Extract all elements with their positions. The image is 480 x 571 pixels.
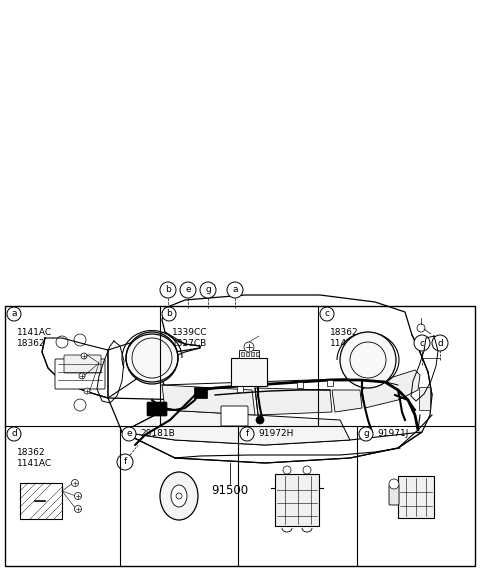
Circle shape: [414, 335, 430, 351]
Circle shape: [7, 307, 21, 321]
Bar: [237, 386, 243, 392]
Circle shape: [283, 466, 291, 474]
Text: 18362: 18362: [17, 448, 46, 457]
Circle shape: [160, 282, 176, 298]
Circle shape: [359, 427, 373, 441]
Circle shape: [84, 388, 90, 394]
FancyBboxPatch shape: [147, 402, 167, 416]
Polygon shape: [122, 410, 350, 445]
Text: 91500: 91500: [211, 484, 249, 497]
Bar: [297, 382, 303, 388]
Bar: [246, 352, 249, 356]
Text: a: a: [11, 309, 17, 319]
Circle shape: [256, 416, 264, 424]
Circle shape: [81, 353, 87, 359]
Bar: [256, 352, 259, 356]
Text: f: f: [245, 429, 249, 439]
Circle shape: [126, 332, 178, 384]
FancyBboxPatch shape: [55, 359, 105, 389]
Circle shape: [180, 282, 196, 298]
Circle shape: [74, 399, 86, 411]
Circle shape: [162, 307, 176, 321]
Circle shape: [79, 373, 85, 379]
Circle shape: [389, 479, 399, 489]
Circle shape: [240, 427, 254, 441]
Text: 1339CC: 1339CC: [172, 328, 207, 337]
Circle shape: [7, 427, 21, 441]
Circle shape: [176, 493, 182, 499]
Circle shape: [303, 466, 311, 474]
Polygon shape: [255, 388, 332, 415]
FancyBboxPatch shape: [20, 483, 62, 519]
Text: 1327CB: 1327CB: [172, 339, 207, 348]
Text: 18362: 18362: [330, 328, 359, 337]
Text: 1141AC: 1141AC: [330, 339, 365, 348]
Text: b: b: [165, 286, 171, 295]
FancyBboxPatch shape: [64, 355, 101, 373]
Text: c: c: [420, 339, 424, 348]
Bar: [327, 380, 333, 386]
Bar: [251, 352, 254, 356]
FancyBboxPatch shape: [398, 476, 434, 518]
Circle shape: [200, 282, 216, 298]
FancyBboxPatch shape: [239, 350, 259, 358]
Text: g: g: [205, 286, 211, 295]
FancyBboxPatch shape: [420, 388, 431, 411]
FancyBboxPatch shape: [194, 388, 207, 399]
Circle shape: [122, 427, 136, 441]
Polygon shape: [162, 385, 255, 415]
Text: 1141AC: 1141AC: [17, 459, 52, 468]
Circle shape: [117, 454, 133, 470]
Circle shape: [72, 480, 79, 486]
Circle shape: [74, 493, 82, 500]
Circle shape: [432, 335, 448, 351]
Text: 18362: 18362: [17, 339, 46, 348]
Bar: [5, 306, 475, 566]
Text: 1141AC: 1141AC: [17, 328, 52, 337]
FancyBboxPatch shape: [275, 474, 319, 526]
Text: e: e: [185, 286, 191, 295]
FancyBboxPatch shape: [231, 358, 267, 386]
Circle shape: [320, 307, 334, 321]
Text: g: g: [363, 429, 369, 439]
Text: a: a: [232, 286, 238, 295]
Circle shape: [244, 342, 254, 352]
Text: f: f: [123, 457, 127, 467]
Polygon shape: [362, 370, 420, 408]
Text: d: d: [11, 429, 17, 439]
Bar: [241, 352, 244, 356]
Circle shape: [74, 505, 82, 513]
Ellipse shape: [160, 472, 198, 520]
FancyBboxPatch shape: [221, 406, 248, 426]
Text: 91971J: 91971J: [377, 429, 408, 439]
Circle shape: [340, 332, 396, 388]
Text: 28181B: 28181B: [140, 429, 175, 439]
FancyBboxPatch shape: [389, 485, 399, 505]
Text: d: d: [437, 339, 443, 348]
Circle shape: [227, 282, 243, 298]
Circle shape: [417, 324, 425, 332]
Ellipse shape: [171, 485, 187, 507]
Polygon shape: [332, 390, 362, 412]
Text: b: b: [166, 309, 172, 319]
Text: 91972H: 91972H: [258, 429, 293, 439]
Text: c: c: [324, 309, 329, 319]
Text: e: e: [126, 429, 132, 439]
